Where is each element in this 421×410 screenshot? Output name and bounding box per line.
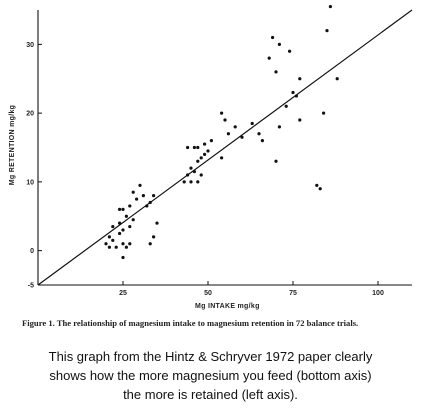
x-tick-label: 25 [119,290,127,297]
data-point [199,173,203,177]
data-point [152,194,156,198]
data-point [240,135,244,139]
data-point [141,194,145,198]
data-point [107,245,111,249]
data-point [288,49,292,53]
data-point [155,221,159,225]
data-point [203,152,207,156]
data-point [131,218,135,222]
data-point [318,187,322,191]
data-point [315,183,319,187]
data-point [325,29,329,33]
scatter-chart: 25 50 75 100 -5 0 10 20 30 Mg INTAKE mg/kg Mg RE… [9,4,413,310]
data-point [186,145,190,150]
data-point [107,235,111,239]
data-point [192,169,196,174]
data-point [196,159,200,163]
data-point [267,56,271,60]
y-tick-label: -5 [28,283,34,290]
y-tick-label: 10 [26,179,34,186]
explanatory-note: This graph from the Hintz & Schryver 197… [0,347,421,404]
data-point [199,156,203,160]
data-point [148,200,152,205]
x-axis-label: Mg INTAKE mg/kg [195,303,260,310]
data-point [291,90,295,95]
data-point [128,204,132,208]
data-point [274,159,278,163]
data-point [128,242,132,246]
data-point [328,4,332,9]
data-point [196,180,200,184]
data-point [148,242,152,246]
x-tick-label: 75 [289,290,297,297]
data-point [260,139,264,143]
note-line-3: the more is retained (left axis). [123,387,298,402]
regression-line [37,9,413,286]
x-tick-label: 100 [372,290,384,297]
y-tick-label: 20 [26,111,34,118]
y-tick-label: 30 [26,42,34,49]
data-point [277,42,281,46]
fit-line [37,9,413,286]
data-point [118,207,122,211]
data-point [220,111,224,115]
data-point [121,207,125,211]
note-line-2: shows how the more magnesium you feed (b… [49,368,372,383]
data-point [121,255,125,260]
data-point [121,228,125,232]
data-point [196,145,200,150]
data-point [284,104,288,108]
y-tick-label: 0 [30,248,34,255]
data-point [233,125,237,129]
data-point [298,118,302,122]
data-point [257,132,261,136]
data-point [114,245,118,249]
data-points [104,4,339,260]
y-axis-label: Mg RETENTION mg/kg [9,105,16,185]
data-point [335,77,339,81]
data-point [135,197,139,201]
data-point [189,180,193,184]
data-point [124,214,128,218]
axes [37,10,412,286]
data-point [271,35,275,40]
data-point [206,149,210,153]
x-tick-label: 50 [204,290,212,297]
data-point [277,125,281,129]
data-point [118,221,122,225]
data-point [298,77,302,81]
data-point [192,145,196,150]
data-point [128,224,132,229]
data-point [189,166,193,170]
data-point [118,231,122,236]
data-point [226,132,230,136]
note-line-1: This graph from the Hintz & Schryver 197… [48,349,373,364]
data-point [138,183,142,187]
data-point [111,238,115,242]
data-point [111,224,115,229]
data-point [186,173,190,177]
ticks: 25 50 75 100 -5 0 10 20 30 [26,42,384,297]
data-point [131,190,135,194]
data-point [121,242,125,246]
data-point [322,111,326,115]
data-point [209,139,213,143]
data-point [203,142,207,146]
data-point [104,242,108,246]
data-point [220,156,224,160]
data-point [294,94,298,98]
data-point [152,235,156,239]
data-point [182,180,186,184]
data-point [250,121,254,126]
data-point [274,70,278,74]
figure-caption: Figure 1. The relationship of magnesium … [22,318,359,328]
data-point [145,204,149,208]
data-point [223,118,227,122]
data-point [124,245,128,249]
